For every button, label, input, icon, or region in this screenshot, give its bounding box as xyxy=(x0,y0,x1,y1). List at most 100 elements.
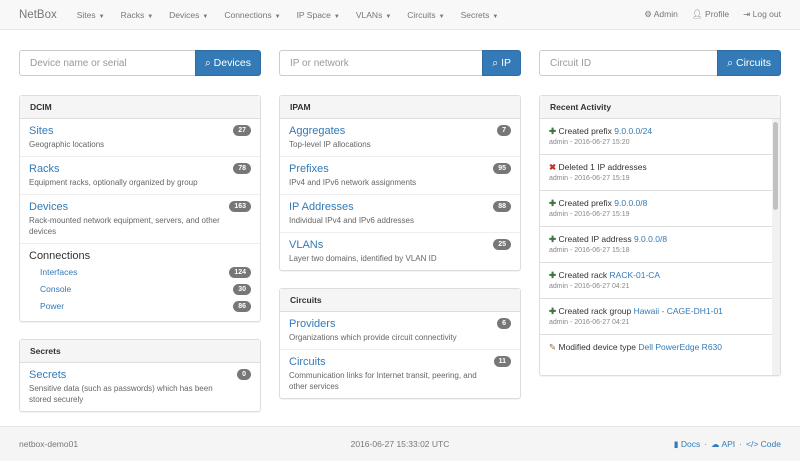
count-badge: 27 xyxy=(233,125,251,136)
item-link[interactable]: IP Addresses xyxy=(289,201,354,213)
count-badge: 88 xyxy=(493,201,511,212)
item-link[interactable]: Circuits xyxy=(289,356,326,368)
scrollbar[interactable] xyxy=(772,119,780,375)
nav-menu-circuits[interactable]: Circuits ▼ xyxy=(407,9,445,20)
list-item-sites: Sites 27 Geographic locations xyxy=(20,119,260,156)
item-description: Top-level IP allocations xyxy=(289,140,371,149)
gear-icon: ⚙ xyxy=(644,9,652,19)
item-link[interactable]: VLANs xyxy=(289,239,324,251)
nav-menu-racks[interactable]: Racks ▼ xyxy=(120,9,154,20)
activity-object-link[interactable]: 9.0.0.0/24 xyxy=(614,126,653,136)
caret-down-icon: ▼ xyxy=(274,13,281,20)
panel-heading: DCIM xyxy=(20,96,260,119)
device-search-input[interactable] xyxy=(19,50,195,76)
ip-search: ⌕ IP xyxy=(279,50,521,76)
item-link[interactable]: Devices xyxy=(29,201,69,213)
device-search: ⌕ Devices xyxy=(19,50,261,76)
docs-link[interactable]: ▮ Docs xyxy=(673,438,701,449)
circuit-search-button[interactable]: ⌕ Circuits xyxy=(717,50,781,76)
list-item-racks: Racks 78 Equipment racks, optionally organ… xyxy=(20,156,260,194)
count-badge: 6 xyxy=(497,318,511,329)
caret-down-icon: ▼ xyxy=(385,13,392,20)
item-link[interactable]: Aggregates xyxy=(289,125,346,137)
activity-item: ✎ Modified device type Dell PowerEdge R6… xyxy=(540,334,780,359)
device-search-button[interactable]: ⌕ Devices xyxy=(194,50,261,76)
admin-link[interactable]: ⚙ Admin xyxy=(644,9,678,19)
item-link[interactable]: Sites xyxy=(29,125,54,137)
list-item-vlans: VLANs 25 Layer two domains, identified by … xyxy=(280,232,520,270)
profile-link[interactable]: 👤︎ Profile xyxy=(691,9,730,19)
caret-down-icon: ▼ xyxy=(492,13,499,20)
brand-logo[interactable]: NetBox xyxy=(19,8,57,21)
activity-item: ✚ Created prefix 9.0.0.0/24 admin - 2016-… xyxy=(540,119,780,154)
code-icon: </> xyxy=(746,438,759,449)
count-badge: 124 xyxy=(229,267,251,278)
list-item-devices: Devices 163 Rack-mounted network equipment… xyxy=(20,194,260,243)
nav-menu-ip-space[interactable]: IP Space ▼ xyxy=(296,9,340,20)
x-icon: ✖ xyxy=(549,162,557,172)
count-badge: 163 xyxy=(229,201,251,212)
item-link[interactable]: Racks xyxy=(29,163,60,175)
plus-icon: ✚ xyxy=(549,270,557,280)
nav-menu-secrets[interactable]: Secrets ▼ xyxy=(460,9,499,20)
logout-icon: ⇥ xyxy=(743,9,751,19)
ip-search-input[interactable] xyxy=(279,50,483,76)
item-link[interactable]: Interfaces xyxy=(40,267,78,277)
item-link[interactable]: Secrets xyxy=(29,369,67,381)
activity-object-link[interactable]: RACK-01-CA xyxy=(609,270,661,280)
logout-link[interactable]: ⇥ Log out xyxy=(743,9,781,19)
item-link[interactable]: Providers xyxy=(289,318,336,330)
api-link[interactable]: ☁ API xyxy=(711,438,736,449)
panel-heading: Secrets xyxy=(20,340,260,363)
list-item-aggregates: Aggregates 7 Top-level IP allocations xyxy=(280,119,520,156)
item-description: Equipment racks, optionally organized by… xyxy=(29,178,198,187)
footer: netbox-demo01 2016-06-27 15:33:02 UTC ▮ … xyxy=(0,426,800,461)
count-badge: 7 xyxy=(497,125,511,136)
activity-meta: admin - 2016-06-27 15:19 xyxy=(549,211,630,218)
activity-item: ✚ Created rack RACK-01-CA admin - 2016-06… xyxy=(540,262,780,298)
caret-down-icon: ▼ xyxy=(147,13,154,20)
item-description: Individual IPv4 and IPv6 addresses xyxy=(289,216,414,225)
item-link[interactable]: Prefixes xyxy=(289,163,329,175)
code-link[interactable]: </> Code xyxy=(746,438,781,449)
count-badge: 86 xyxy=(233,301,251,312)
nav-menu-connections[interactable]: Connections ▼ xyxy=(224,9,281,20)
ip-search-button[interactable]: ⌕ IP xyxy=(482,50,521,76)
nav-menu-sites[interactable]: Sites ▼ xyxy=(76,9,105,20)
circuit-search: ⌕ Circuits xyxy=(539,50,781,76)
circuits-panel: Circuits Providers 6 Organizations which p… xyxy=(279,288,521,399)
count-badge: 25 xyxy=(493,239,511,250)
connection-power: Power 86 xyxy=(29,298,251,315)
plus-icon: ✚ xyxy=(549,306,557,316)
connection-interfaces: Interfaces 124 xyxy=(29,264,251,281)
item-link[interactable]: Power xyxy=(40,301,65,311)
list-item-circuits: Circuits 11 Communication links for Intern… xyxy=(280,349,520,398)
count-badge: 95 xyxy=(493,163,511,174)
panel-heading: Circuits xyxy=(280,289,520,312)
plus-icon: ✚ xyxy=(549,234,557,244)
circuit-search-input[interactable] xyxy=(539,50,718,76)
activity-object-link[interactable]: 9.0.0.0/8 xyxy=(633,234,668,244)
count-badge: 78 xyxy=(233,163,251,174)
count-badge: 0 xyxy=(237,369,251,380)
count-badge: 30 xyxy=(233,284,251,295)
nav-menu-vlans[interactable]: VLANs ▼ xyxy=(355,9,392,20)
item-link[interactable]: Console xyxy=(40,284,72,294)
item-description: Rack-mounted network equipment, servers,… xyxy=(29,216,220,236)
activity-list[interactable]: ✚ Created prefix 9.0.0.0/24 admin - 2016-… xyxy=(540,119,780,375)
activity-item: ✚ Created prefix 9.0.0.0/8 admin - 2016-0… xyxy=(540,190,780,226)
nav-menu-devices[interactable]: Devices ▼ xyxy=(169,9,209,20)
count-badge: 11 xyxy=(493,356,511,367)
activity-object-link[interactable]: 9.0.0.0/8 xyxy=(614,198,648,208)
panel-heading: IPAM xyxy=(280,96,520,119)
item-description: IPv4 and IPv6 network assignments xyxy=(289,178,417,187)
plus-icon: ✚ xyxy=(549,126,557,136)
list-item-providers: Providers 6 Organizations which provide ci… xyxy=(280,312,520,349)
connection-console: Console 30 xyxy=(29,281,251,298)
activity-meta: admin - 2016-06-27 15:20 xyxy=(549,139,630,146)
item-description: Sensitive data (such as passwords) which… xyxy=(29,384,213,404)
activity-object-link[interactable]: Dell PowerEdge R630 xyxy=(638,342,723,352)
caret-down-icon: ▼ xyxy=(333,13,340,20)
recent-activity-panel: Recent Activity ✚ Created prefix 9.0.0.0… xyxy=(539,95,781,376)
activity-object-link[interactable]: Hawaii - CAGE-DH1-01 xyxy=(633,306,723,316)
